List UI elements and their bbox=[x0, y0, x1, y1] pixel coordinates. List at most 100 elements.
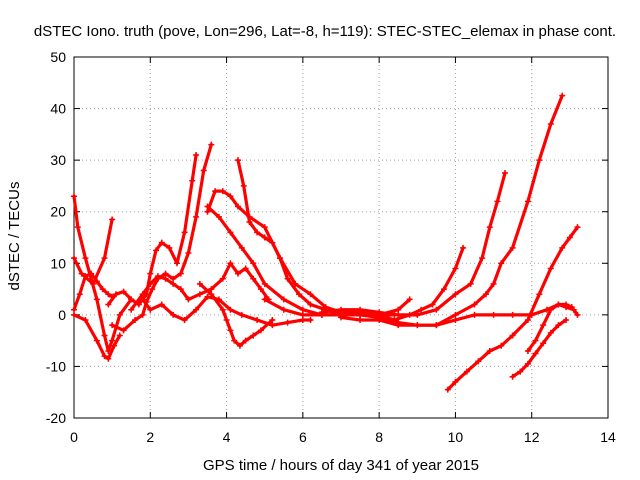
series-14-point bbox=[467, 280, 474, 287]
series-9-point bbox=[269, 317, 276, 324]
series-17-point bbox=[509, 373, 516, 380]
series-4-point bbox=[111, 342, 118, 349]
series-12-point bbox=[240, 182, 247, 189]
series-1-point bbox=[71, 306, 77, 313]
series-10-point bbox=[212, 188, 219, 195]
series-9-point bbox=[242, 337, 249, 344]
series-3-point bbox=[109, 337, 116, 344]
series-6-point bbox=[185, 249, 192, 256]
series-7-point bbox=[170, 280, 177, 287]
series-15-point bbox=[414, 322, 421, 329]
series-12-point bbox=[235, 157, 242, 164]
series-16-point bbox=[524, 317, 531, 324]
series-8-point bbox=[269, 322, 276, 329]
series-14-point bbox=[376, 309, 383, 316]
series-5-point bbox=[105, 301, 112, 308]
x-tick-label: 12 bbox=[524, 429, 540, 445]
series-12-points bbox=[235, 92, 566, 329]
series-8-point bbox=[284, 319, 291, 326]
series-10-points bbox=[204, 188, 413, 318]
series-5-point bbox=[128, 296, 135, 303]
series-2-point bbox=[78, 270, 85, 277]
series-8-point bbox=[181, 317, 188, 324]
series-6-point bbox=[139, 311, 146, 318]
series-line-18 bbox=[526, 302, 574, 353]
series-13-point bbox=[440, 286, 447, 293]
series-18-point bbox=[563, 301, 570, 308]
series-16-point bbox=[509, 332, 516, 339]
series-5-points bbox=[105, 151, 200, 308]
series-5-point bbox=[181, 229, 188, 236]
series-16-point bbox=[559, 244, 566, 251]
series-1-point bbox=[76, 291, 83, 298]
series-9-point bbox=[236, 342, 243, 349]
series-8-point bbox=[299, 317, 306, 324]
series-15-point bbox=[357, 317, 364, 324]
series-line-11 bbox=[205, 205, 396, 317]
series-18-points bbox=[524, 301, 575, 354]
series-5-point bbox=[120, 288, 127, 295]
series-6-point bbox=[109, 322, 116, 329]
series-16-point bbox=[444, 386, 451, 393]
series-14-point bbox=[452, 291, 459, 298]
series-18-point bbox=[555, 301, 562, 308]
y-tick-label: 40 bbox=[50, 101, 66, 117]
series-7-point bbox=[147, 280, 154, 287]
series-3-point bbox=[101, 332, 108, 339]
x-tick-label: 14 bbox=[600, 429, 616, 445]
series-11-point bbox=[238, 244, 245, 251]
series-16-point bbox=[498, 342, 505, 349]
series-12-point bbox=[246, 219, 253, 226]
x-tick-labels: 0 2 4 6 8 10 12 14 bbox=[70, 429, 616, 445]
series-15-point bbox=[395, 322, 402, 329]
x-tick-label: 4 bbox=[223, 429, 231, 445]
series-10-point bbox=[406, 296, 413, 303]
series-8-point bbox=[227, 306, 234, 313]
plot-frame bbox=[73, 56, 609, 419]
y-tick-label: 50 bbox=[50, 49, 66, 65]
series-7-point bbox=[185, 296, 192, 303]
series-15-point bbox=[509, 311, 516, 318]
series-6-point bbox=[200, 167, 207, 174]
series-17-point bbox=[540, 340, 547, 347]
series-8-point bbox=[147, 306, 154, 313]
series-16-point bbox=[486, 347, 493, 354]
series-17-point bbox=[555, 322, 562, 329]
series-5-point bbox=[112, 291, 119, 298]
series-11-point bbox=[299, 306, 306, 313]
series-10-point bbox=[219, 188, 226, 195]
series-7-point bbox=[196, 291, 203, 298]
x-tick-label: 2 bbox=[146, 429, 154, 445]
series-15-point bbox=[376, 317, 383, 324]
series-8-point bbox=[170, 311, 177, 318]
series-4-points bbox=[71, 311, 123, 362]
series-8-point bbox=[158, 301, 165, 308]
series-2-point bbox=[71, 255, 77, 262]
series-line-1 bbox=[72, 272, 114, 312]
series-4-point bbox=[101, 353, 108, 360]
series-4-point bbox=[82, 317, 89, 324]
series-9-point bbox=[208, 291, 215, 298]
series-16-point bbox=[566, 234, 573, 241]
series-10-point bbox=[204, 208, 211, 215]
series-line-12 bbox=[236, 94, 564, 327]
series-11-point bbox=[204, 203, 211, 210]
series-7-points bbox=[128, 260, 272, 313]
series-9-point bbox=[223, 317, 230, 324]
series-5-point bbox=[173, 260, 180, 267]
series-16-point bbox=[452, 378, 459, 385]
chart-title: dSTEC Iono. truth (pove, Lon=296, Lat=-8… bbox=[34, 23, 616, 40]
series-12-point bbox=[536, 157, 543, 164]
series-1-point bbox=[99, 286, 106, 293]
series-16-point bbox=[475, 358, 482, 365]
series-2-point bbox=[109, 216, 116, 223]
series-8-point bbox=[307, 317, 314, 324]
series-11-point bbox=[250, 260, 257, 267]
series-12-point bbox=[254, 229, 261, 236]
series-7-point bbox=[154, 273, 161, 280]
axis-ticks bbox=[73, 56, 609, 419]
series-6-point bbox=[170, 275, 177, 282]
series-12-point bbox=[307, 301, 314, 308]
gridlines bbox=[74, 57, 608, 418]
series-11-point bbox=[280, 296, 287, 303]
